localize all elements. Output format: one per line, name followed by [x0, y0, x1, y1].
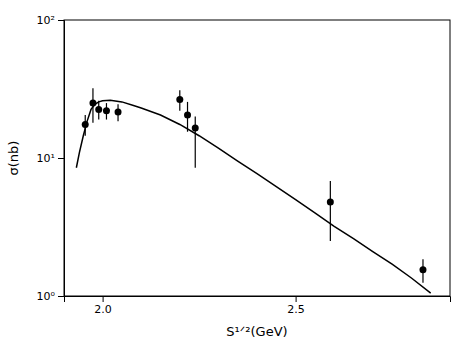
tick-label: 2.0: [94, 303, 112, 316]
tick-label: 2.5: [287, 303, 305, 316]
tick-label: 10¹: [37, 152, 55, 165]
point: [176, 96, 183, 103]
tick-mark: [296, 296, 297, 302]
tick-label: 10⁰: [37, 290, 56, 303]
data-layer: [76, 88, 430, 293]
y-axis-title: σ(nb): [6, 141, 21, 176]
tick: 2.0: [94, 296, 112, 316]
point: [103, 107, 110, 114]
y-axis: 10⁰ 10¹ 10²: [37, 14, 65, 303]
error-bar: [195, 116, 196, 167]
x-axis: 2.0 2.5: [65, 296, 451, 316]
point: [184, 111, 191, 118]
point: [419, 266, 426, 273]
tick: 2.5: [287, 296, 305, 316]
tick: 10¹: [37, 152, 64, 165]
point: [89, 100, 96, 107]
axis-line: [65, 297, 451, 303]
chart: 2.0 2.5 10⁰ 10¹ 10² S¹ᐟ²(GeV) σ(nb): [0, 0, 474, 348]
tick-mark: [58, 158, 64, 159]
curve: [76, 100, 430, 293]
tick: 10⁰: [37, 290, 64, 303]
point: [115, 109, 122, 116]
tick-label: 10²: [37, 14, 55, 27]
tick-mark: [103, 296, 104, 302]
plot-frame: [64, 20, 450, 296]
tick: 10²: [37, 14, 64, 27]
tick-mark: [58, 296, 64, 297]
axis-line: [58, 21, 65, 297]
point: [327, 198, 334, 205]
plot-area: 2.0 2.5 10⁰ 10¹ 10²: [37, 14, 451, 316]
x-axis-title: S¹ᐟ²(GeV): [226, 324, 287, 339]
tick-mark: [58, 20, 64, 21]
point: [192, 124, 199, 131]
point: [95, 106, 102, 113]
error-bar: [330, 181, 331, 241]
